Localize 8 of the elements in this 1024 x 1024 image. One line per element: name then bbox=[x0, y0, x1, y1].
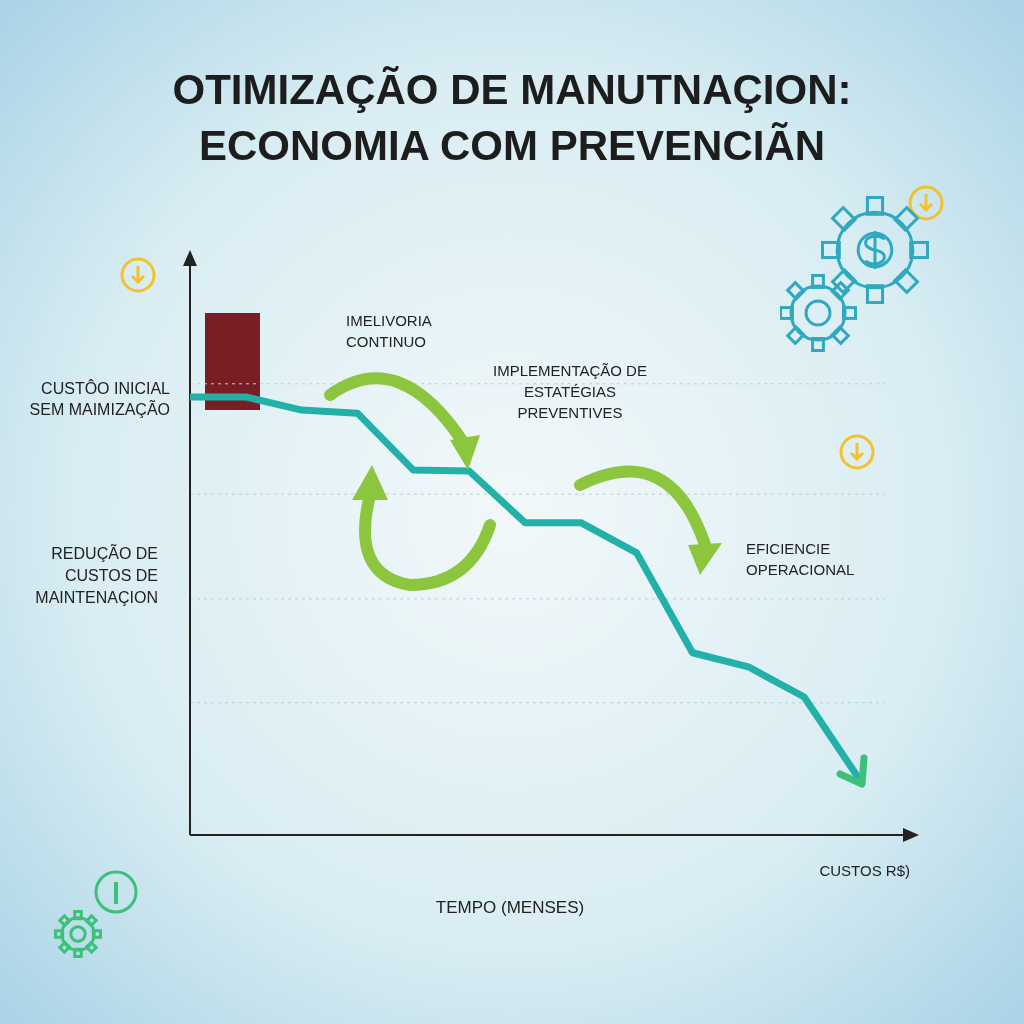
x-axis-title: TEMPO (MENSES) bbox=[434, 898, 586, 918]
text: CUSTÔO INICIAL SEM MAIMIZAÇÃO bbox=[28, 378, 170, 420]
text: IMELIVORIA CONTINUO bbox=[346, 311, 433, 352]
annotation: IMPLEMENTAÇÃO DE ESTATÉGIAS PREVENTIVES bbox=[492, 361, 648, 423]
annotation: EFICIENCIE OPERACIONAL bbox=[746, 539, 856, 580]
text: CUSTOS R$) bbox=[818, 861, 910, 881]
chart-title: OTIMIZAÇÃO DE MANUTNAÇION: ECONOMIA COM PREVENCIÃN bbox=[171, 65, 853, 171]
y-axis-title: REDUÇÃO DE CUSTOS DE MAINTENAÇION bbox=[34, 543, 158, 608]
